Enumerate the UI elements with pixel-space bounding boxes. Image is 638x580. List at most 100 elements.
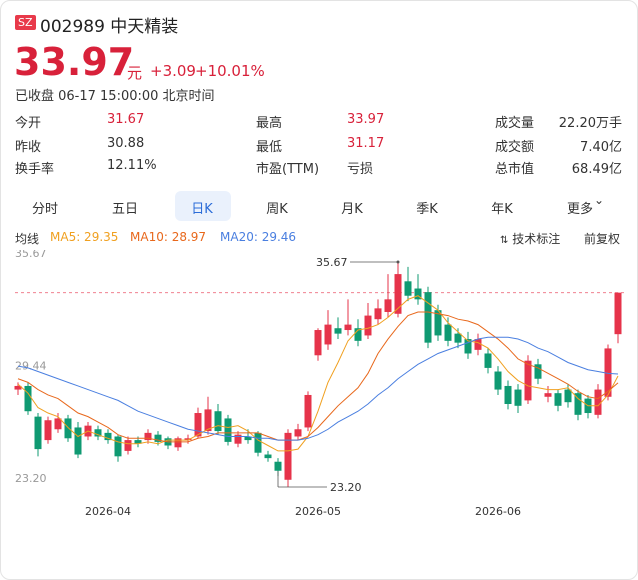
candle-body: [444, 324, 452, 341]
candle-body: [414, 288, 422, 300]
tab[interactable]: 更多: [566, 202, 594, 217]
tab[interactable]: 月K: [341, 202, 363, 217]
candle-body: [314, 330, 322, 356]
candle-body: [574, 393, 582, 415]
stat-label: 最低: [256, 140, 283, 155]
ma-line: [17, 336, 619, 441]
low-label: 23.20: [330, 481, 362, 494]
candle-body: [224, 418, 232, 442]
candle-body: [394, 274, 402, 314]
candle-body: [524, 360, 532, 401]
candle-body: [64, 418, 72, 439]
ma-label: 均线: [15, 232, 40, 246]
tab[interactable]: 年K: [491, 202, 513, 217]
candle-body: [184, 438, 192, 441]
candle-body: [214, 411, 222, 432]
candle-body: [424, 292, 432, 343]
candle-body: [14, 385, 22, 390]
candle-body: [134, 440, 142, 444]
stat-value: 30.88: [107, 136, 145, 151]
chevron[interactable]: ⌄: [594, 193, 605, 207]
candle-body: [484, 353, 492, 368]
x-tick-label: 2026-05: [295, 505, 341, 518]
candle-body: [44, 420, 52, 441]
tab[interactable]: 季K: [416, 202, 438, 217]
change: +3.09: [150, 62, 196, 80]
candle-body: [284, 432, 292, 480]
stat-value: 68.49亿: [571, 162, 622, 177]
stat-value: 亏损: [347, 162, 374, 177]
stat-value: 31.17: [347, 136, 385, 151]
candle-body: [554, 393, 562, 406]
tab[interactable]: 五日: [111, 202, 139, 217]
stat-label: 换手率: [15, 162, 55, 177]
stat-label: 总市值: [495, 162, 535, 177]
candle-body: [54, 418, 62, 430]
candle-body: [154, 434, 162, 442]
legend-entry: MA10: 28.97: [130, 230, 207, 244]
y-tick-label: 35.67: [15, 250, 47, 260]
candle-body: [364, 315, 372, 336]
candle-body: [274, 461, 282, 471]
price: 33.97: [14, 40, 135, 84]
tab[interactable]: 日K: [191, 202, 213, 217]
tech-mark[interactable]: ⇅ 技术标注: [500, 232, 561, 246]
stat-label: 成交量: [495, 116, 535, 131]
stat-value: 33.97: [347, 112, 385, 127]
candle-body: [564, 389, 572, 403]
candle-body: [94, 429, 102, 437]
candle-body: [34, 416, 42, 450]
candle-body: [434, 310, 442, 336]
stat-value: 7.40亿: [580, 140, 622, 155]
candle-body: [124, 440, 132, 451]
tech-mark-label[interactable]: 技术标注: [512, 232, 561, 246]
stock-name: 002989 中天精装: [40, 17, 179, 37]
stat-label: 成交额: [495, 140, 535, 155]
candle-body: [324, 324, 332, 345]
candle-body: [464, 339, 472, 354]
candle-body: [24, 385, 32, 412]
candle-body: [384, 299, 392, 312]
change-pct: +10.01%: [195, 62, 265, 80]
candle-body: [594, 389, 602, 415]
stat-label: 市盈(TTM): [256, 162, 320, 177]
candle-body: [264, 454, 272, 459]
ma-line: [17, 311, 619, 443]
active-tab-bg: [175, 191, 231, 221]
candle-body: [114, 436, 122, 457]
high-dot: [396, 260, 400, 264]
candle-body: [334, 328, 342, 334]
y-tick-label: 29.44: [15, 359, 47, 372]
candle-body: [404, 281, 412, 296]
candle-body: [544, 393, 552, 397]
tab[interactable]: 分时: [31, 202, 59, 217]
status: 已收盘 06-17 15:00:00 北京时间: [15, 89, 215, 104]
legend-entry: MA20: 29.46: [220, 230, 297, 244]
candle-body: [344, 324, 352, 331]
tab[interactable]: 周K: [266, 202, 288, 217]
candle-body: [504, 385, 512, 405]
candle-body: [104, 432, 112, 441]
x-tick-label: 2026-04: [85, 505, 131, 518]
candle-body: [534, 364, 542, 379]
candle-body: [604, 348, 612, 397]
candle-body: [254, 432, 262, 453]
x-tick-label: 2026-06: [475, 505, 521, 518]
stat-label: 昨收: [15, 140, 42, 155]
candle-body: [194, 413, 202, 437]
candle-body: [74, 427, 82, 455]
candle-body: [204, 409, 212, 432]
candle-body: [234, 434, 242, 444]
y-tick-label: 23.20: [15, 472, 47, 485]
candle-body: [614, 292, 622, 335]
candle-body: [144, 432, 152, 441]
adjust[interactable]: 前复权: [584, 232, 621, 246]
stat-label: 今开: [15, 116, 42, 131]
candle-body: [354, 328, 362, 341]
stat-value: 22.20万手: [558, 116, 622, 131]
candle-body: [494, 371, 502, 390]
stat-label: 最高: [256, 116, 283, 131]
ma-line: [17, 295, 619, 452]
candle-body: [304, 394, 312, 428]
